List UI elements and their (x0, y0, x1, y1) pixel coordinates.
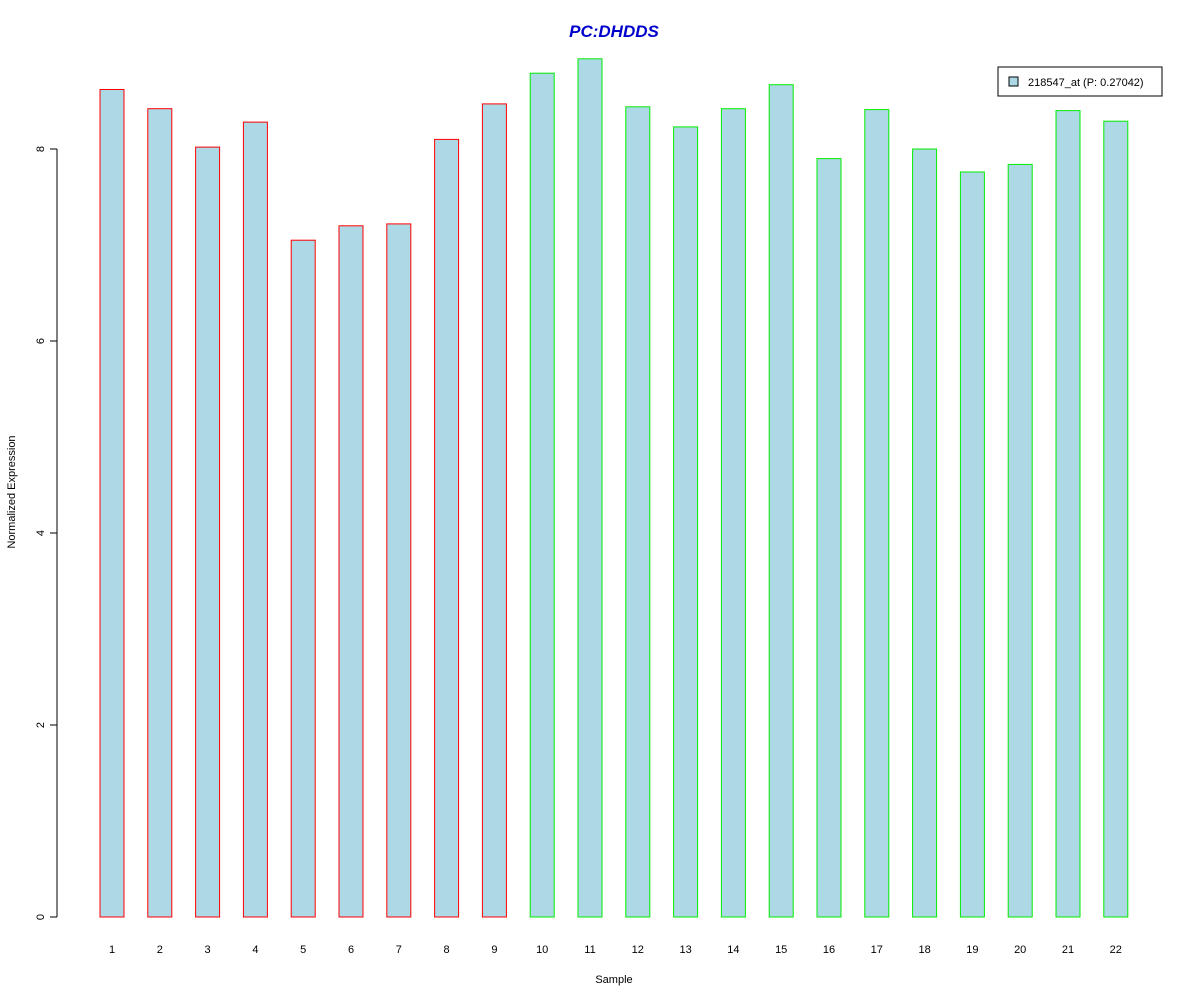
y-axis: 0 2 4 6 8 (35, 146, 58, 920)
y-ticks: 0 2 4 6 8 (35, 146, 57, 920)
bar-sample-3 (195, 146, 221, 918)
legend-label: 218547_at (P: 0.27042) (1028, 77, 1144, 89)
bar-sample-13 (673, 126, 699, 918)
bar-sample-1 (99, 89, 125, 918)
bar-sample-19 (959, 171, 985, 918)
y-tick-label: 0 (35, 914, 47, 920)
bar-sample-6 (338, 225, 364, 918)
y-tick-label: 6 (35, 338, 47, 344)
y-tick-label: 2 (35, 722, 47, 728)
x-tick-label: 3 (205, 944, 211, 956)
bar-sample-17 (864, 109, 890, 918)
legend: 218547_at (P: 0.27042) (997, 66, 1163, 97)
y-tick-label: 4 (35, 530, 47, 536)
y-axis-label: Normalized Expression (6, 435, 18, 548)
x-tick-label: 6 (348, 944, 354, 956)
x-tick-label: 10 (536, 944, 548, 956)
x-tick-label: 4 (252, 944, 258, 956)
bar-sample-18 (912, 148, 938, 918)
x-tick-label: 19 (966, 944, 978, 956)
chart-title: PC:DHDDS (569, 22, 659, 41)
x-tick-label: 18 (918, 944, 930, 956)
bar-sample-2 (147, 108, 173, 918)
y-tick-label: 8 (35, 146, 47, 152)
x-tick-label: 20 (1014, 944, 1026, 956)
x-tick-label: 14 (727, 944, 739, 956)
bar-sample-22 (1103, 120, 1129, 918)
x-tick-label: 5 (300, 944, 306, 956)
bar-sample-21 (1055, 110, 1081, 918)
x-axis-label: Sample (595, 974, 632, 986)
x-tick-label: 7 (396, 944, 402, 956)
bar-sample-4 (242, 121, 268, 918)
x-tick-label: 13 (679, 944, 691, 956)
x-tick-label: 9 (491, 944, 497, 956)
x-tick-label: 12 (632, 944, 644, 956)
x-tick-label: 8 (444, 944, 450, 956)
x-tick-label: 17 (871, 944, 883, 956)
bar-sample-14 (720, 108, 746, 918)
x-tick-label: 2 (157, 944, 163, 956)
x-tick-label: 1 (109, 944, 115, 956)
x-tick-label: 16 (823, 944, 835, 956)
bars (99, 58, 1129, 918)
bar-sample-8 (434, 138, 460, 918)
legend-box (997, 66, 1163, 97)
x-tick-label: 22 (1110, 944, 1122, 956)
bar-sample-11 (577, 58, 603, 918)
x-tick-label: 15 (775, 944, 787, 956)
bar-sample-16 (816, 158, 842, 918)
bar-sample-5 (290, 239, 316, 918)
bar-sample-7 (386, 223, 412, 918)
bar-sample-12 (625, 106, 651, 918)
x-tick-label: 21 (1062, 944, 1074, 956)
bar-sample-10 (529, 72, 555, 918)
x-tick-label: 11 (584, 944, 595, 956)
x-tick-labels: 1 2 3 4 5 6 7 8 9 10 11 12 13 14 15 16 17 18 19 20 21 22 (109, 944, 1122, 956)
bar-sample-20 (1007, 163, 1033, 918)
bar-sample-9 (481, 103, 507, 918)
bar-sample-15 (768, 84, 794, 918)
legend-swatch (1008, 76, 1019, 87)
